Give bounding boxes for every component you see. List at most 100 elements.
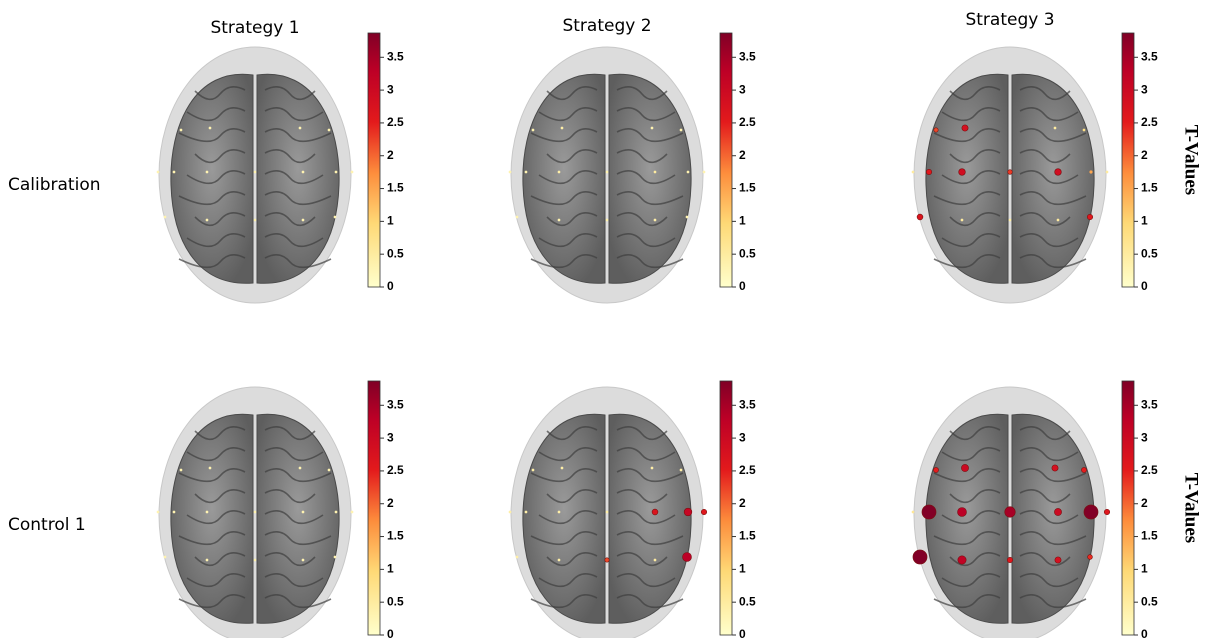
colorbar (719, 380, 733, 636)
colorbar-tick-label: 0.5 (1141, 246, 1158, 260)
gyrus (1019, 254, 1087, 269)
gyrus (538, 447, 598, 462)
gyrus (616, 573, 676, 588)
electrode (172, 510, 176, 514)
hemisphere (608, 73, 692, 284)
gyrus (616, 128, 684, 143)
gyrus (178, 531, 246, 546)
electrode (957, 507, 967, 517)
gyrus (941, 107, 1001, 122)
electrode (508, 510, 512, 514)
gyrus (538, 510, 598, 525)
gyrus (616, 233, 676, 248)
gyrus (941, 233, 1001, 248)
electrode (605, 510, 609, 514)
colorbar-tick-label: 3 (387, 82, 394, 96)
gyrus (1019, 531, 1087, 546)
gyrus (178, 254, 246, 269)
colorbar-tick-label: 3.5 (1141, 397, 1158, 411)
electrode (156, 170, 160, 174)
electrode (253, 510, 257, 514)
colorbar-tick-label: 3 (1141, 82, 1148, 96)
gyrus (264, 573, 324, 588)
electrode (327, 128, 331, 132)
row-label: Control 1 (8, 515, 86, 535)
hemisphere (522, 413, 606, 624)
hemisphere (170, 413, 254, 624)
gyrus (1019, 510, 1079, 525)
electrode (172, 170, 176, 174)
colorbar-tick-label: 2.5 (1141, 463, 1158, 477)
electrode (1004, 506, 1016, 518)
gyrus (178, 594, 246, 609)
electrode (1081, 467, 1087, 473)
gyrus (538, 107, 598, 122)
gyrus (616, 489, 668, 504)
electrode (604, 557, 610, 563)
electrode (1007, 169, 1013, 175)
gyrus (264, 594, 332, 609)
electrode (333, 555, 337, 559)
gyrus (616, 447, 676, 462)
electrode (560, 466, 564, 470)
gyrus (530, 128, 598, 143)
colorbar-tick-label: 2.5 (387, 115, 404, 129)
electrode (298, 126, 302, 130)
electrode (515, 555, 519, 559)
gyrus (616, 552, 668, 567)
gyrus (616, 149, 668, 164)
electrode (911, 510, 915, 514)
electrode (1083, 504, 1099, 520)
electrode (1087, 554, 1093, 560)
gyrus (546, 149, 598, 164)
electrode (253, 218, 257, 222)
electrode (912, 549, 928, 565)
gyrus (1019, 149, 1071, 164)
gyrus (616, 191, 684, 206)
electrode (961, 124, 969, 132)
gyrus (933, 468, 1001, 483)
electrode (925, 168, 933, 176)
electrode (683, 507, 693, 517)
colorbar-tick-label: 0 (387, 279, 394, 293)
gyrus (616, 107, 676, 122)
gyrus (616, 426, 668, 441)
topoplot (156, 46, 354, 304)
gyrus (616, 86, 668, 101)
gyrus (1019, 86, 1071, 101)
electrode (205, 170, 209, 174)
gyrus (949, 86, 1001, 101)
gyrus (933, 191, 1001, 206)
electrode (702, 170, 706, 174)
colorbar-tick-label: 3 (739, 82, 746, 96)
electrode (179, 468, 183, 472)
colorbar-tick-label: 1.5 (387, 181, 404, 195)
electrode (1054, 168, 1062, 176)
gyrus (949, 426, 1001, 441)
electrode (560, 126, 564, 130)
colorbar-tick-label: 3.5 (387, 49, 404, 63)
electrode (1053, 126, 1057, 130)
electrode (205, 510, 209, 514)
topoplot (911, 386, 1111, 642)
electrode (650, 126, 654, 130)
electrode (524, 170, 528, 174)
gyrus (933, 594, 1001, 609)
gyrus (264, 510, 324, 525)
gyrus (949, 489, 1001, 504)
gyrus (186, 107, 246, 122)
gyrus (1019, 170, 1079, 185)
colorbar (367, 32, 381, 288)
colorbar-tick-label: 2 (739, 496, 746, 510)
row-label: Calibration (8, 175, 101, 195)
electrode (650, 466, 654, 470)
gyrus (949, 552, 1001, 567)
gyrus (1019, 489, 1071, 504)
electrode (163, 555, 167, 559)
topoplot (911, 46, 1109, 304)
colorbar-tick-label: 0.5 (387, 246, 404, 260)
colorbar-tick-label: 0 (739, 627, 746, 638)
electrode (700, 508, 708, 516)
gyrus (530, 468, 598, 483)
electrode (350, 510, 354, 514)
